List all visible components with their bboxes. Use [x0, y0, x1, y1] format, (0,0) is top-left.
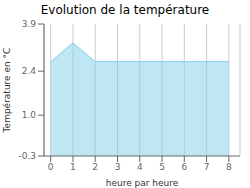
svg-text:2.4: 2.4: [22, 66, 37, 76]
svg-text:Température en °C: Température en °C: [8, 48, 12, 134]
html-text:Evolution de la température: Evolution de la température: [40, 3, 210, 17]
svg-text:heure par heure: heure par heure: [106, 178, 179, 188]
svg-text:7: 7: [204, 162, 210, 172]
svg-text:3.9: 3.9: [22, 20, 37, 29]
svg-text:4: 4: [137, 162, 143, 172]
svg-text:2: 2: [92, 162, 98, 172]
svg-text:0: 0: [48, 162, 54, 172]
svg-text:1: 1: [70, 162, 76, 172]
svg-text:5: 5: [159, 162, 165, 172]
svg-text:8: 8: [226, 162, 232, 172]
svg-text:6: 6: [181, 162, 187, 172]
svg-text:3: 3: [115, 162, 121, 172]
svg-text:1.0: 1.0: [22, 110, 37, 120]
svg-text:-0.3: -0.3: [18, 151, 36, 161]
